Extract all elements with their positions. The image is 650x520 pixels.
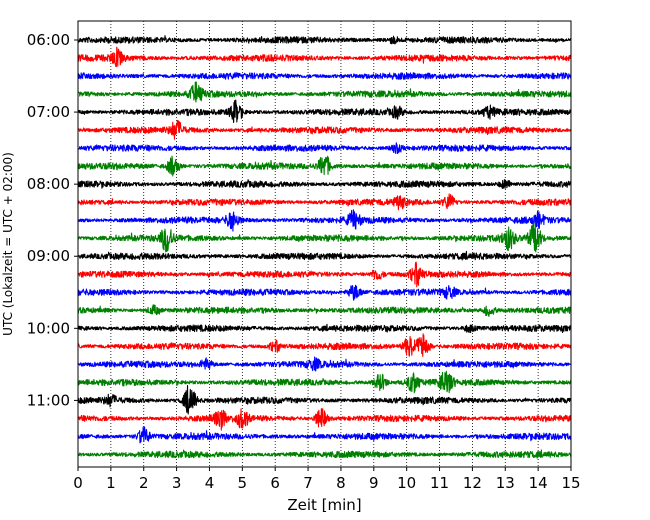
seismogram-trace [77, 119, 572, 140]
seismogram-trace [77, 71, 572, 80]
seismogram-trace [77, 155, 572, 177]
seismogram-trace [77, 408, 572, 431]
x-tick-label: 10 [397, 474, 416, 492]
seismogram-trace [77, 284, 572, 301]
x-tick-label: 8 [336, 474, 346, 492]
seismogram-trace [77, 370, 572, 394]
seismogram-trace [77, 99, 572, 124]
grid-lines [110, 21, 539, 467]
x-axis: 0 1 2 3 4 5 6 7 8 9 10 11 12 13 14 15 [73, 467, 581, 492]
x-tick-label: 5 [238, 474, 248, 492]
y-tick-label: 07:00 [27, 103, 70, 121]
seismogram-trace [77, 222, 572, 253]
seismogram-trace [77, 46, 572, 68]
seismogram-trace [77, 81, 572, 103]
y-axis: 06:00 07:00 08:00 09:00 10:00 11:00 [27, 31, 78, 409]
x-tick-label: 3 [172, 474, 182, 492]
seismogram-trace [77, 250, 572, 261]
x-tick-label: 0 [73, 474, 83, 492]
seismogram-trace [77, 142, 572, 155]
x-tick-label: 9 [369, 474, 379, 492]
plot-frame [77, 20, 572, 468]
y-axis-label: UTC (Lokalzeit = UTC + 02:00) [1, 152, 15, 336]
seismogram-trace [77, 179, 572, 190]
seismogram-trace [77, 35, 572, 45]
seismogram-trace [77, 426, 572, 444]
y-tick-label: 10:00 [27, 319, 70, 337]
seismogram-trace [77, 449, 572, 459]
x-tick-label: 15 [561, 474, 580, 492]
seismogram-trace [77, 333, 572, 357]
x-tick-label: 13 [496, 474, 515, 492]
seismogram-trace [77, 323, 572, 334]
x-tick-label: 11 [430, 474, 449, 492]
x-tick-label: 14 [529, 474, 548, 492]
seismogram-trace [77, 304, 572, 317]
x-tick-label: 7 [303, 474, 313, 492]
x-axis-label: Zeit [min] [287, 496, 361, 514]
x-tick-label: 1 [106, 474, 116, 492]
x-tick-label: 4 [205, 474, 215, 492]
seismogram-trace [77, 385, 572, 415]
seismogram-trace [77, 193, 572, 211]
x-tick-label: 6 [270, 474, 280, 492]
y-tick-label: 09:00 [27, 247, 70, 265]
seismogram-trace [77, 261, 572, 288]
trace-group [77, 35, 572, 459]
y-tick-label: 06:00 [27, 31, 70, 49]
x-tick-label: 2 [139, 474, 149, 492]
y-tick-label: 11:00 [27, 391, 70, 409]
seismogram-trace [77, 209, 572, 232]
x-tick-label: 12 [463, 474, 482, 492]
seismogram-trace [77, 356, 572, 372]
y-tick-label: 08:00 [27, 175, 70, 193]
